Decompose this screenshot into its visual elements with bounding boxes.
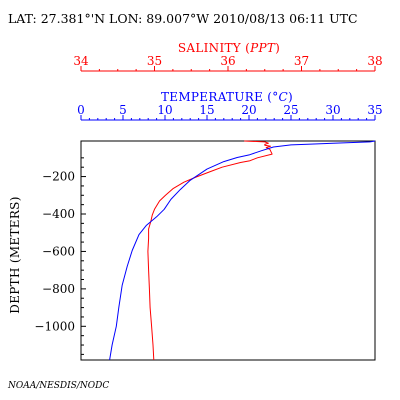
temperature-axis-title-text: TEMPERATURE ( <box>161 90 272 104</box>
temperature-profile-line <box>109 140 376 361</box>
salinity-tick-label: 38 <box>367 54 382 68</box>
temperature-tick-label: 5 <box>119 103 127 117</box>
salinity-axis-unit: PPT <box>249 41 276 55</box>
temperature-tick-label: 20 <box>241 103 256 117</box>
salinity-axis-title: SALINITY (PPT) <box>178 41 280 55</box>
temperature-axis-title: TEMPERATURE (°C) <box>161 90 293 104</box>
depth-tick-label: −600 <box>42 244 75 258</box>
salinity-axis-title-close: ) <box>275 41 280 55</box>
temperature-tick-label: 35 <box>367 103 382 117</box>
depth-tick-label: −800 <box>42 282 75 296</box>
salinity-tick-label: 37 <box>294 54 309 68</box>
temperature-tick-label: 15 <box>199 103 214 117</box>
depth-tick-label: −400 <box>42 207 75 221</box>
temperature-axis-title-close: ) <box>288 90 293 104</box>
depth-tick-label: −200 <box>42 170 75 184</box>
salinity-tick-label: 36 <box>220 54 235 68</box>
depth-axis: −200 −400 −600 −800 −1000 <box>34 157 86 355</box>
salinity-axis-title-text: SALINITY ( <box>178 41 250 55</box>
temperature-tick-label: 10 <box>157 103 172 117</box>
temperature-axis: 0 5 10 15 20 25 30 35 <box>77 103 383 121</box>
temperature-axis-unit: °C <box>272 90 288 104</box>
temperature-tick-label: 25 <box>283 103 298 117</box>
location-time-header: LAT: 27.381°'N LON: 89.007°W 2010/08/13 … <box>8 11 358 26</box>
salinity-axis: 34 35 36 37 38 <box>73 54 383 72</box>
salinity-tick-label: 34 <box>73 54 89 68</box>
credit-label: NOAA/NESDIS/NODC <box>7 381 109 391</box>
plot-frame <box>80 140 376 361</box>
salinity-profile-line <box>147 140 273 361</box>
temperature-tick-label: 30 <box>325 103 340 117</box>
temperature-tick-label: 0 <box>77 103 85 117</box>
depth-tick-label: −1000 <box>34 319 75 333</box>
depth-axis-title: DEPTH (METERS) <box>8 196 22 313</box>
salinity-tick-label: 35 <box>147 54 162 68</box>
profile-series <box>109 140 376 361</box>
